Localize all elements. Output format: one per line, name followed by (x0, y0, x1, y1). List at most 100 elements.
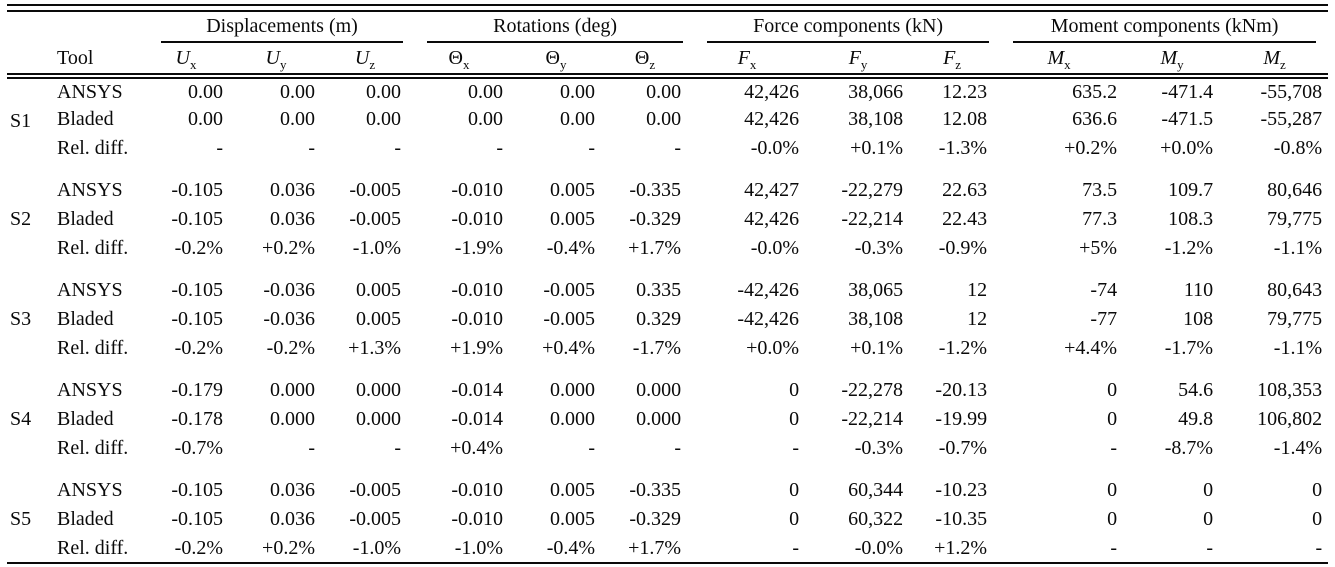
value-cell: 12 (967, 308, 988, 330)
subscript: y (1177, 56, 1184, 72)
value-cell: -8.7% (1164, 437, 1214, 459)
tool-cell: Rel. diff. (57, 137, 129, 159)
value-cell: -0.3% (854, 237, 904, 259)
column-header-theta-x: Θx (415, 43, 518, 79)
value-cell: +5% (1079, 237, 1118, 259)
table-row: S3 ANSYS -0.105 -0.036 0.005 -0.010 -0.005 0.33… (7, 276, 1328, 330)
value-cell: 77.3 (1082, 208, 1118, 230)
table-row: Rel. diff. -0.2% +0.2% -1.0% -1.9% -0.4% +1.7%… (7, 234, 1328, 263)
column-header-mx: Mx (1001, 43, 1132, 79)
value-cell: -22,214 (841, 408, 904, 430)
column-header-row: Tool Ux Uy Uz Θx Θy Θz Fx Fy Fz Mx My Mz (7, 43, 1329, 79)
value-cell: 12.08 (942, 108, 988, 130)
value-cell: -22,214 (841, 208, 904, 230)
value-cell: - (394, 137, 402, 159)
value-cell: 0.036 (270, 208, 315, 230)
value-cell: -0.9% (938, 237, 988, 259)
section-label: S1 (10, 109, 32, 132)
value-cell: - (588, 437, 596, 459)
value-cell: 0 (1107, 408, 1118, 430)
value-cell: 635.2 (1072, 80, 1118, 103)
value-cell: -0.005 (543, 279, 596, 301)
value-cell: -0.036 (263, 308, 315, 330)
value-cell: 0.00 (280, 80, 315, 103)
value-cell: -0.2% (266, 337, 315, 359)
value-cell: -55,708 (1260, 80, 1323, 103)
value-cell: 54.6 (1178, 379, 1214, 401)
section-label: S2 (10, 208, 32, 230)
symbol: U (175, 46, 190, 69)
value-cell: -0.010 (451, 279, 504, 301)
symbol: U (265, 46, 280, 69)
value-cell: 38,065 (848, 279, 904, 301)
value-cell: 0.00 (468, 80, 504, 103)
value-cell: -1.3% (938, 137, 988, 159)
value-cell: 108,353 (1257, 379, 1323, 401)
value-cell: 79,775 (1267, 208, 1323, 230)
value-cell: 0.335 (636, 279, 682, 301)
symbol: F (943, 46, 956, 69)
tool-cell: Bladed (57, 508, 114, 530)
value-cell: -0.010 (451, 508, 504, 530)
symbol: F (737, 46, 750, 69)
value-cell: 0.005 (550, 208, 596, 230)
value-cell: - (1315, 536, 1323, 559)
value-cell: 0.000 (356, 379, 402, 401)
group-header-displacements: Displacements (m) (149, 11, 415, 43)
value-cell: 38,108 (848, 308, 904, 330)
value-cell: 80,643 (1267, 279, 1323, 301)
value-cell: -0.0% (750, 137, 800, 159)
value-cell: 0.005 (550, 179, 596, 201)
value-cell: -10.23 (935, 479, 988, 501)
value-cell: -1.0% (352, 237, 402, 259)
subscript: x (749, 56, 757, 72)
value-cell: 0.00 (468, 108, 504, 130)
column-header-uz: Uz (329, 43, 416, 79)
value-cell: - (216, 137, 223, 159)
value-cell: 0 (789, 479, 800, 501)
value-cell: 38,108 (848, 108, 904, 130)
value-cell: -0.7% (174, 437, 223, 459)
value-cell: -1.0% (454, 536, 504, 559)
value-cell: 42,426 (744, 80, 800, 103)
value-cell: 0.000 (270, 408, 315, 430)
value-cell: 0.00 (188, 80, 223, 103)
value-cell: -1.7% (632, 337, 682, 359)
subscript: z (955, 56, 962, 72)
value-cell: 0.000 (636, 379, 682, 401)
value-cell: -0.005 (543, 308, 596, 330)
tool-cell: Rel. diff. (57, 536, 129, 559)
value-cell: 0.00 (560, 108, 596, 130)
value-cell: - (674, 137, 682, 159)
value-cell: 108 (1183, 308, 1214, 330)
value-cell: 0.000 (356, 408, 402, 430)
value-cell: -0.4% (546, 536, 596, 559)
block-gap (7, 263, 1328, 276)
value-cell: - (1110, 536, 1118, 559)
tool-cell: Bladed (57, 108, 114, 130)
value-cell: -0.0% (750, 237, 800, 259)
value-cell: -20.13 (935, 379, 988, 401)
column-header-theta-y: Θy (517, 43, 610, 79)
column-header-fx: Fx (695, 43, 814, 79)
symbol: Θ (634, 46, 650, 69)
column-header-fy: Fy (813, 43, 918, 79)
table-row: S5 ANSYS -0.105 0.036 -0.005 -0.010 0.005 -0.33… (7, 476, 1328, 530)
table-row: Bladed -0.178 0.000 0.000 -0.014 0.000 0.000 0 -… (7, 405, 1328, 434)
tool-cell: Bladed (57, 308, 114, 330)
tool-cell: Bladed (57, 208, 114, 230)
value-cell: -19.99 (935, 408, 988, 430)
symbol: M (1047, 46, 1065, 69)
value-cell: -0.105 (171, 308, 223, 330)
group-header-row: Displacements (m) Rotations (deg) Force … (7, 11, 1328, 43)
value-cell: -1.2% (938, 337, 988, 359)
value-cell: 0.00 (188, 108, 223, 130)
value-cell: 0.005 (550, 479, 596, 501)
value-cell: 0.036 (270, 508, 315, 530)
value-cell: -10.35 (935, 508, 988, 530)
group-label: Displacements (m) (161, 15, 404, 43)
tool-cell: ANSYS (57, 479, 123, 501)
column-header-uy: Uy (237, 43, 329, 79)
subscript: z (649, 56, 656, 72)
